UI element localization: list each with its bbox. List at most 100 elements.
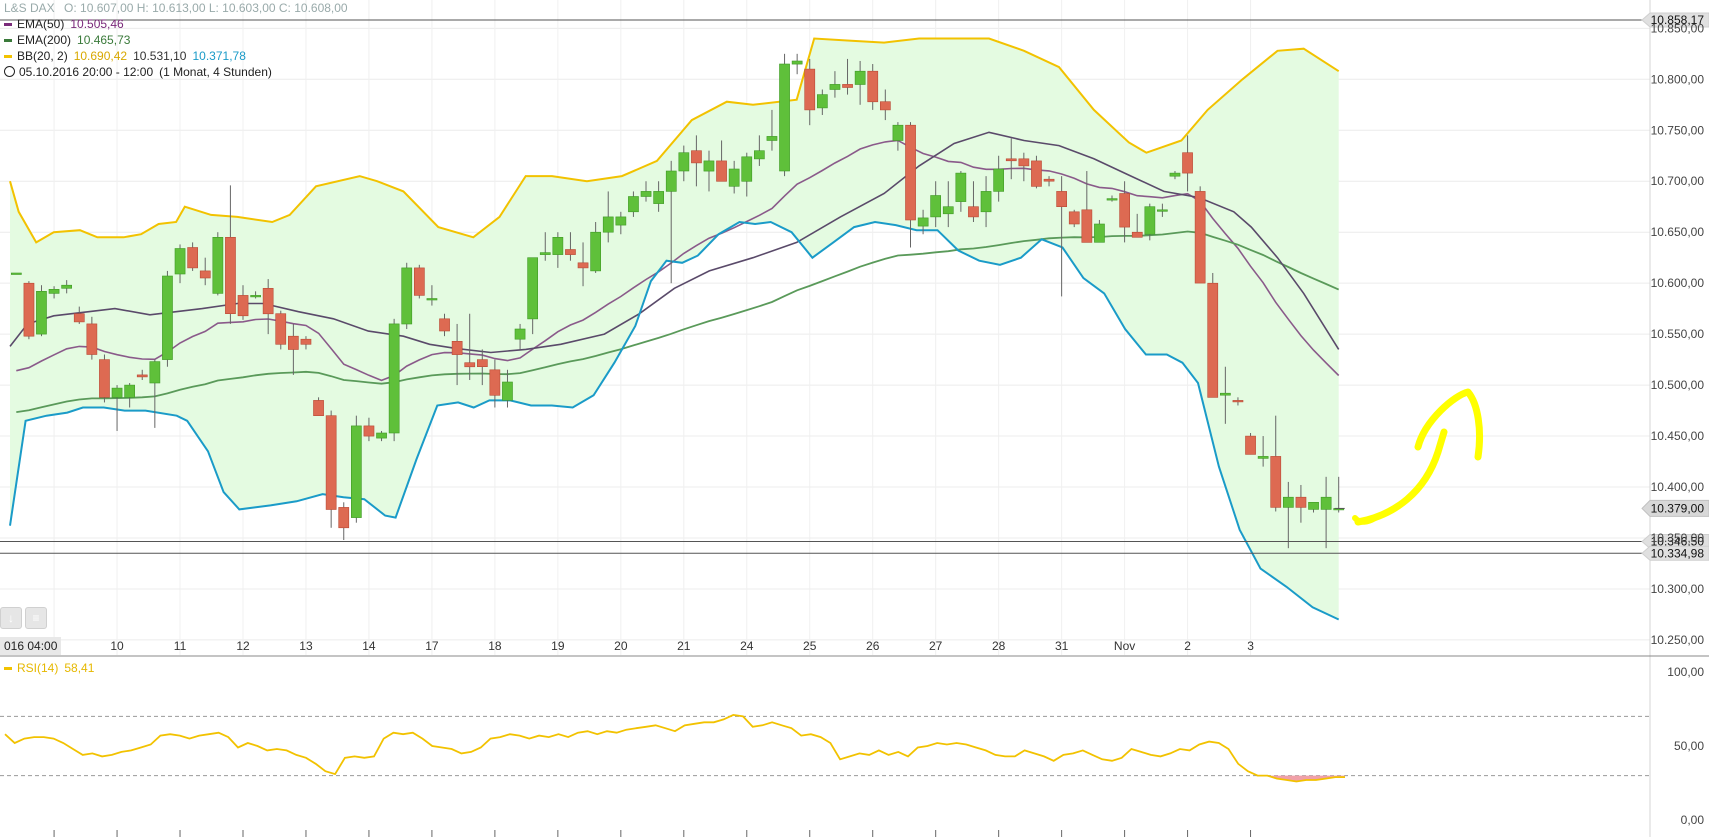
candle-bullish: [1257, 456, 1269, 459]
candle-bearish: [451, 340, 463, 355]
indicator-lines: [9, 37, 1340, 621]
candle-bearish: [1005, 158, 1017, 162]
candle-bearish: [879, 101, 891, 111]
candle-bullish: [61, 284, 72, 289]
ema200-value: 10.465,73: [77, 33, 131, 47]
time-tick-label: 10: [110, 639, 124, 653]
candle-bearish: [867, 70, 879, 103]
hand-drawn-arrow-annotation: [1352, 388, 1484, 526]
candle-bullish: [174, 248, 186, 275]
candle-bullish: [401, 267, 413, 325]
crosshair-time-label: 016 04:00: [0, 637, 62, 655]
candle-bearish: [804, 68, 816, 111]
download-icon[interactable]: ↓: [0, 607, 22, 629]
candle-bullish: [791, 60, 803, 65]
period-range: 05.10.2016 20:00 - 12:00: [19, 65, 154, 79]
symbol-label: L&S DAX: [4, 1, 55, 15]
candle-bearish: [325, 415, 337, 510]
candle-bullish: [741, 156, 753, 182]
candle-bearish: [225, 237, 236, 315]
candle-bearish: [237, 295, 249, 317]
candle-bearish: [86, 323, 98, 355]
period-interval: (1 Monat, 4 Stunden): [159, 65, 272, 79]
price-level-tag: [1641, 12, 1709, 28]
candle-bearish: [275, 313, 287, 345]
candle-bearish: [73, 313, 85, 323]
price-tick-label: 10.350,00: [1651, 531, 1705, 545]
bb-middle-value: 10.531,10: [133, 49, 187, 63]
candle-bearish: [1194, 191, 1206, 284]
price-level-label: 10.334,98: [1651, 546, 1705, 560]
time-tick-label: 3: [1247, 639, 1254, 653]
candle-bullish: [250, 295, 262, 298]
time-tick-label: 24: [740, 639, 754, 653]
candle-bearish: [1056, 191, 1067, 207]
candle-bearish: [300, 338, 312, 345]
header-ohlc: L&S DAX O: 10.607,00 H: 10.613,00 L: 10.…: [4, 0, 354, 16]
candle-bearish: [489, 369, 501, 396]
price-axis: 10.850,00 10.800,00 10.750,00 10.700,00 10.6…: [1651, 21, 1705, 647]
candle-bearish: [1119, 193, 1130, 228]
legend-ema50[interactable]: EMA(50) 10.505,46: [4, 16, 130, 32]
bb-lower-value: 10.371,78: [192, 49, 246, 63]
candle-bullish: [1094, 223, 1105, 243]
candle-bullish: [930, 195, 941, 218]
legend-period[interactable]: 05.10.2016 20:00 - 12:00 (1 Monat, 4 Stun…: [4, 64, 278, 80]
candlestick-series[interactable]: [11, 53, 1345, 549]
price-level-tag: [1641, 545, 1709, 561]
candle-bullish: [426, 298, 438, 301]
price-tick-label: 10.600,00: [1651, 276, 1705, 290]
candle-bearish: [363, 425, 375, 437]
candle-bullish: [124, 384, 135, 398]
candle-bearish: [313, 400, 324, 416]
candle-bearish: [1270, 456, 1282, 508]
candle-bearish: [577, 262, 589, 269]
time-tick-label: 14: [362, 639, 376, 653]
ema200-line: [16, 230, 1340, 413]
legend-ema200[interactable]: EMA(200) 10.465,73: [4, 32, 136, 48]
candle-bearish: [136, 374, 148, 378]
candle-bearish: [1043, 178, 1055, 182]
candle-bearish: [1081, 209, 1093, 243]
candle-bullish: [1169, 172, 1181, 177]
candle-bullish: [111, 387, 123, 398]
rsi-tick-label: 50,00: [1674, 739, 1704, 753]
current-price-tag: [1641, 499, 1709, 517]
candle-bearish: [1182, 152, 1193, 174]
candle-bullish: [11, 272, 22, 275]
price-tick-label: 10.450,00: [1651, 429, 1705, 443]
candle-bullish: [212, 237, 224, 294]
time-tick-label: 18: [488, 639, 502, 653]
time-tick-label: 25: [803, 639, 817, 653]
price-tick-label: 10.250,00: [1651, 633, 1705, 647]
candle-bullish: [1144, 206, 1156, 235]
candle-bullish: [665, 170, 677, 192]
rsi-value: 58,41: [64, 661, 95, 675]
candle-bearish: [1018, 158, 1030, 167]
bollinger-band-fill: [10, 38, 1339, 620]
candle-bearish: [413, 267, 425, 296]
candle-bearish: [1031, 160, 1042, 187]
time-tick-label: 27: [929, 639, 943, 653]
candle-bullish: [1308, 501, 1319, 510]
candle-bullish: [350, 425, 362, 518]
ohlc-values: O: 10.607,00 H: 10.613,00 L: 10.603,00 C…: [64, 1, 348, 15]
ema200-swatch: [4, 39, 12, 43]
price-level-label: 10.346,50: [1651, 535, 1705, 549]
candle-bullish: [753, 150, 765, 160]
menu-icon[interactable]: ≡: [25, 607, 47, 629]
time-tick-label: 19: [551, 639, 565, 653]
candle-bearish: [691, 150, 702, 164]
price-tick-label: 10.700,00: [1651, 174, 1705, 188]
candle-bullish: [48, 288, 60, 294]
candle-bearish: [262, 287, 274, 315]
candle-bullish: [640, 191, 652, 197]
price-tick-label: 10.550,00: [1651, 327, 1705, 341]
rsi-swatch: [4, 667, 12, 671]
candle-bullish: [539, 252, 551, 255]
ema50-name: EMA(50): [17, 17, 65, 31]
rsi-legend[interactable]: RSI(14) 58,41: [4, 660, 100, 676]
legend-bollinger[interactable]: BB(20, 2) 10.690,42 10.531,10 10.371,78: [4, 48, 252, 64]
candle-bullish: [527, 257, 538, 320]
